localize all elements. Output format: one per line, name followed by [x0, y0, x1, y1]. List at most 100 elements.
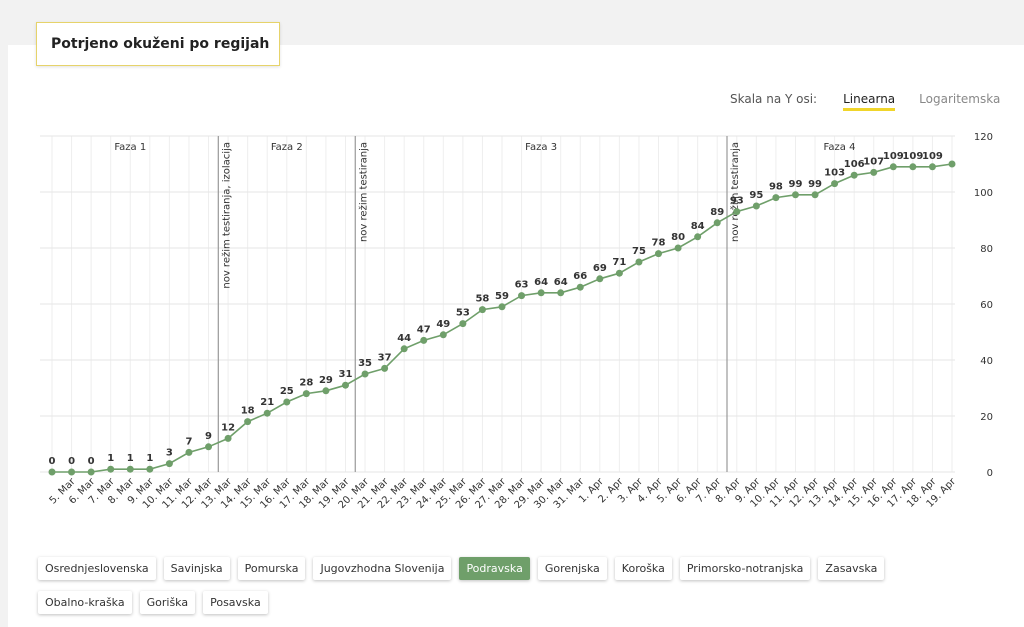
data-label: 31 — [339, 369, 353, 380]
data-label: 109 — [902, 151, 923, 162]
data-point — [126, 465, 134, 473]
scale-option[interactable]: Linearna — [843, 92, 896, 111]
data-label: 89 — [710, 207, 724, 218]
phase-label: Faza 3 — [525, 142, 557, 153]
data-point — [107, 465, 115, 473]
data-point — [596, 275, 604, 283]
data-label: 0 — [88, 456, 95, 467]
data-point — [635, 258, 643, 266]
data-point — [459, 320, 467, 328]
data-point — [205, 443, 213, 451]
data-label: 99 — [808, 179, 822, 190]
data-label: 78 — [652, 238, 666, 249]
data-label: 1 — [146, 453, 153, 464]
y-tick-label: 100 — [974, 188, 993, 199]
y-tick-label: 40 — [980, 356, 993, 367]
region-button[interactable]: Koroška — [614, 557, 672, 580]
data-point — [146, 465, 154, 473]
data-label: 3 — [166, 448, 173, 459]
region-button[interactable]: Obalno-kraška — [38, 591, 132, 614]
data-point — [302, 390, 310, 398]
data-point — [381, 364, 389, 372]
data-point — [674, 244, 682, 252]
data-point — [811, 191, 819, 199]
data-label: 44 — [397, 333, 411, 344]
data-label: 84 — [691, 221, 705, 232]
data-label: 28 — [299, 378, 313, 389]
data-point — [713, 219, 721, 227]
y-tick-label: 60 — [980, 300, 993, 311]
data-point — [694, 233, 702, 241]
data-label: 64 — [534, 277, 548, 288]
data-label: 59 — [495, 291, 509, 302]
data-point — [185, 448, 193, 456]
data-label: 99 — [789, 179, 803, 190]
scale-options: Linearna Logaritemska — [843, 92, 1000, 111]
data-label: 58 — [475, 294, 489, 305]
data-point — [87, 468, 95, 476]
region-button[interactable]: Osrednjeslovenska — [38, 557, 156, 580]
data-label: 35 — [358, 358, 372, 369]
data-label: 71 — [612, 257, 626, 268]
data-label: 37 — [378, 352, 392, 363]
data-point — [850, 171, 858, 179]
y-tick-label: 0 — [987, 468, 993, 479]
data-label: 0 — [68, 456, 75, 467]
data-point — [948, 160, 956, 168]
scale-switch: Skala na Y osi: Linearna Logaritemska — [730, 92, 1000, 111]
data-point — [165, 460, 173, 468]
data-point — [615, 269, 623, 277]
data-point — [831, 180, 839, 188]
data-point — [478, 306, 486, 314]
data-point — [928, 163, 936, 171]
data-point — [576, 283, 584, 291]
data-label: 7 — [185, 436, 192, 447]
region-button[interactable]: Goriška — [139, 591, 196, 614]
data-label: 12 — [221, 422, 235, 433]
region-button[interactable]: Savinjska — [163, 557, 230, 580]
scale-option[interactable]: Logaritemska — [919, 92, 1001, 106]
region-button[interactable]: Gorenjska — [537, 557, 607, 580]
data-label: 95 — [749, 190, 763, 201]
data-label: 98 — [769, 182, 783, 193]
data-point — [322, 387, 330, 395]
data-point — [518, 292, 526, 300]
data-label: 29 — [319, 375, 333, 386]
annotation-label: nov režim testiranja — [729, 142, 741, 242]
data-label: 1 — [107, 453, 114, 464]
region-button[interactable]: Zasavska — [818, 557, 885, 580]
data-label: 18 — [241, 406, 255, 417]
data-point — [752, 202, 760, 210]
region-button[interactable]: Primorsko-notranjska — [679, 557, 811, 580]
data-label: 106 — [844, 159, 865, 170]
data-point — [420, 336, 428, 344]
region-button[interactable]: Posavska — [203, 591, 268, 614]
phase-label: Faza 4 — [824, 142, 856, 153]
region-button[interactable]: Pomurska — [237, 557, 306, 580]
data-point — [537, 289, 545, 297]
y-tick-label: 80 — [980, 244, 993, 255]
data-label: 66 — [573, 271, 587, 282]
data-label: 93 — [730, 196, 744, 207]
region-button[interactable]: Podravska — [459, 557, 530, 580]
annotation-label: nov režim testiranja, izolacija — [220, 142, 232, 289]
data-point — [733, 208, 741, 216]
region-button[interactable]: Jugovzhodna Slovenija — [313, 557, 452, 580]
data-point — [791, 191, 799, 199]
data-label: 1 — [127, 453, 134, 464]
data-label: 25 — [280, 386, 294, 397]
data-point — [772, 194, 780, 202]
data-label: 21 — [260, 397, 274, 408]
data-point — [889, 163, 897, 171]
data-point — [870, 168, 878, 176]
data-point — [439, 331, 447, 339]
data-point — [655, 250, 663, 258]
phase-label: Faza 1 — [114, 142, 146, 153]
data-point — [244, 418, 252, 426]
data-label: 64 — [554, 277, 568, 288]
annotation-label: nov režim testiranja — [357, 142, 369, 242]
chart-title: Potrjeno okuženi po regijah — [36, 22, 280, 66]
data-point — [224, 434, 232, 442]
region-buttons: Osrednjeslovenska Savinjska Pomurska Jugovz… — [38, 557, 968, 614]
